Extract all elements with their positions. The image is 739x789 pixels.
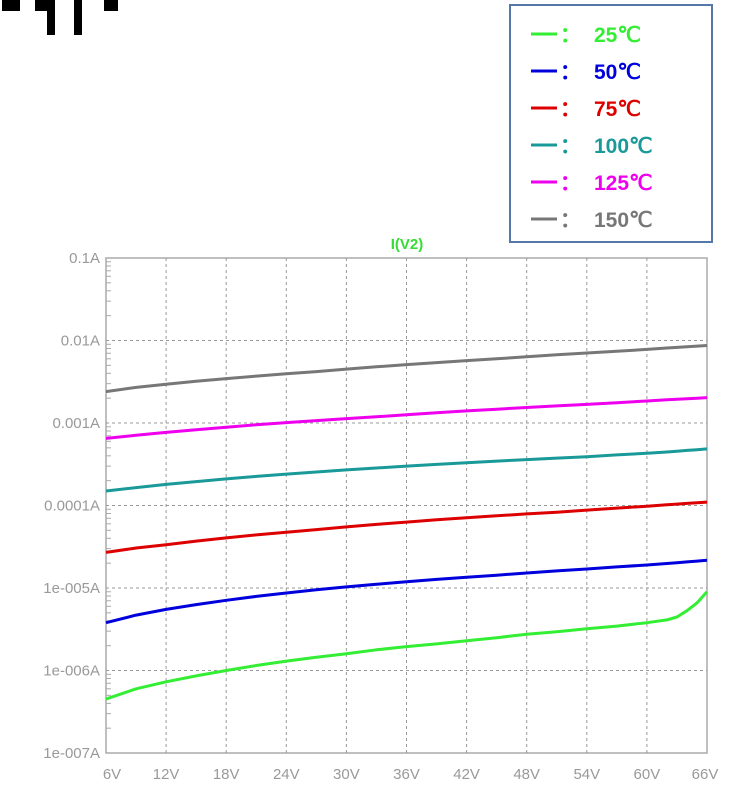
y-tick-labels: 0.1A 0.01A 0.001A 0.0001A 1e-005A 1e-006A 1e-0… (43, 250, 100, 762)
x-tick-label: 6V (103, 766, 121, 783)
series-line (105, 396, 708, 440)
legend-label: 75℃ (594, 98, 641, 121)
top-left-cropped-text (2, 0, 118, 35)
y-tick-label: 0.001A (52, 415, 100, 432)
x-tick-label: 24V (273, 766, 300, 783)
legend-label: 150℃ (594, 209, 653, 232)
y-tick-label: 1e-006A (43, 663, 100, 680)
legend-label: 50℃ (594, 61, 641, 84)
y-tick-label: 1e-007A (43, 745, 100, 762)
minor-ticks (106, 261, 111, 729)
legend-items: ： 25℃ ： 50℃ ： 75℃ ： 100℃ ： 125℃ ： 150℃ (531, 24, 653, 232)
series-layer (105, 344, 709, 701)
y-tick-label: 0.1A (69, 250, 100, 267)
legend-box (509, 4, 713, 243)
series-line (105, 344, 708, 394)
x-tick-label: 54V (573, 766, 600, 783)
series-line (105, 590, 709, 701)
x-tick-labels: 6V 12V 18V 24V 30V 36V 42V 48V 54V 60V 66V (103, 766, 719, 783)
legend-label: 25℃ (594, 24, 641, 47)
series-line (105, 447, 708, 493)
legend-separator: ： (560, 172, 581, 195)
x-tick-label: 66V (692, 766, 719, 783)
series-line (105, 500, 708, 554)
trace-title: I(V2) (391, 236, 424, 253)
y-tick-label: 0.0001A (44, 498, 100, 515)
x-tick-label: 60V (634, 766, 661, 783)
legend-label: 125℃ (594, 172, 653, 195)
legend-separator: ： (560, 98, 581, 121)
grid (106, 258, 707, 753)
legend-separator: ： (560, 135, 581, 158)
y-tick-label: 1e-005A (43, 580, 100, 597)
x-tick-label: 42V (453, 766, 480, 783)
legend-separator: ： (560, 61, 581, 84)
legend-separator: ： (560, 209, 581, 232)
x-tick-label: 12V (153, 766, 180, 783)
legend: ： 25℃ ： 50℃ ： 75℃ ： 100℃ ： 125℃ ： 150℃ (509, 4, 713, 243)
y-tick-label: 0.01A (61, 333, 100, 350)
x-tick-label: 18V (213, 766, 240, 783)
legend-label: 100℃ (594, 135, 653, 158)
x-tick-label: 48V (513, 766, 540, 783)
x-tick-label: 30V (333, 766, 360, 783)
series-line (105, 558, 708, 625)
x-tick-label: 36V (393, 766, 420, 783)
legend-separator: ： (560, 24, 581, 47)
